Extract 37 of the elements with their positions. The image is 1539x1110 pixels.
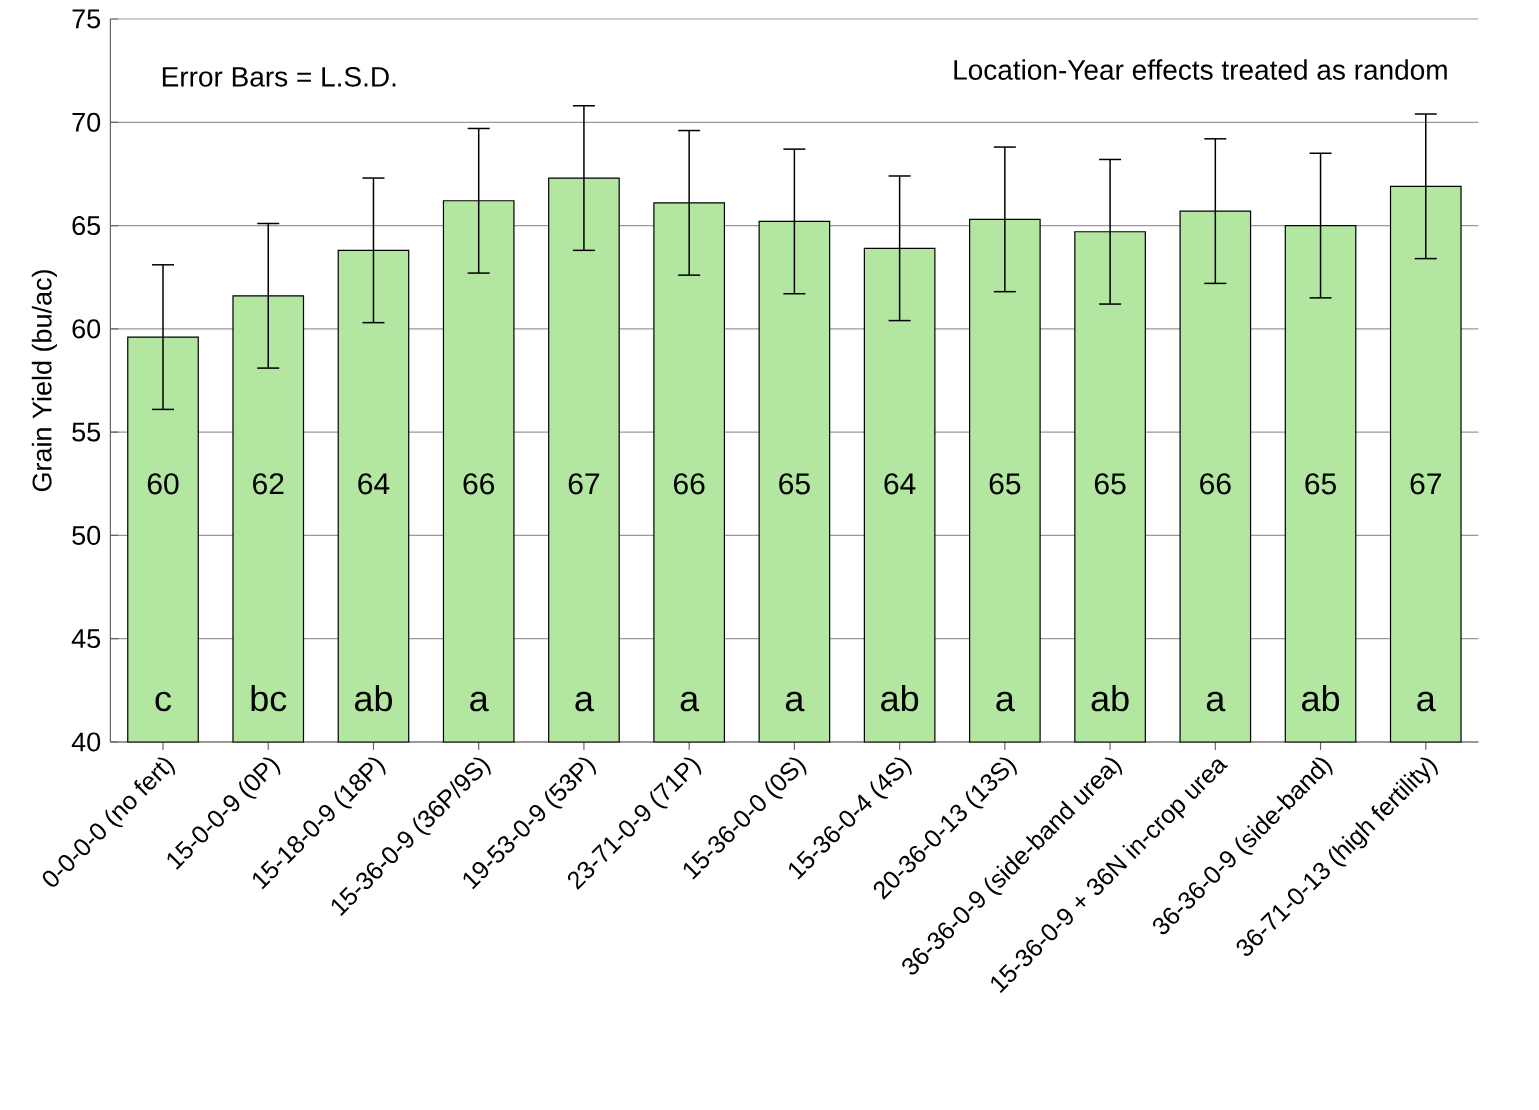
annotation: a [575, 691, 594, 712]
y-tick-label: 40 [71, 732, 101, 752]
data-label: 62 [253, 473, 284, 495]
y-tick-label: 60 [72, 319, 101, 339]
annotation: a [470, 691, 489, 712]
annotation: ab [1091, 684, 1129, 712]
annotation: ab [1302, 684, 1340, 712]
y-tick-label: 65 [72, 216, 101, 236]
data-label: 64 [358, 473, 390, 495]
annotation: ab [881, 684, 919, 712]
annotation: Location-Year effects treated as random [954, 59, 1447, 80]
annotation: Error Bars = L.S.D. [162, 66, 396, 87]
annotation: a [1206, 691, 1226, 712]
annotation: ab [354, 684, 392, 712]
annotation: a [1417, 691, 1436, 712]
data-label: 65 [989, 473, 1021, 495]
annotation: a [996, 691, 1015, 712]
annotation: a [680, 691, 700, 712]
data-label: 65 [779, 473, 810, 495]
data-label: 60 [147, 473, 179, 495]
y-tick-label: 50 [72, 525, 101, 545]
annotation: bc [251, 684, 287, 712]
y-tick-label: 70 [72, 112, 101, 132]
y-tick-label: 75 [72, 9, 101, 29]
annotation: c [155, 691, 172, 712]
y-tick-label: 55 [72, 422, 101, 442]
data-label: 64 [884, 473, 916, 495]
data-label: 67 [568, 473, 600, 495]
y-axis-title: Grain Yield (bu/ac) [31, 270, 57, 492]
annotation: a [785, 691, 805, 712]
data-label: 66 [463, 473, 495, 495]
y-tick-label: 45 [71, 629, 101, 649]
data-label: 66 [674, 473, 705, 495]
data-label: 67 [1410, 473, 1441, 495]
data-label: 66 [1200, 473, 1231, 495]
data-label: 65 [1094, 473, 1126, 495]
data-label: 65 [1305, 473, 1336, 495]
